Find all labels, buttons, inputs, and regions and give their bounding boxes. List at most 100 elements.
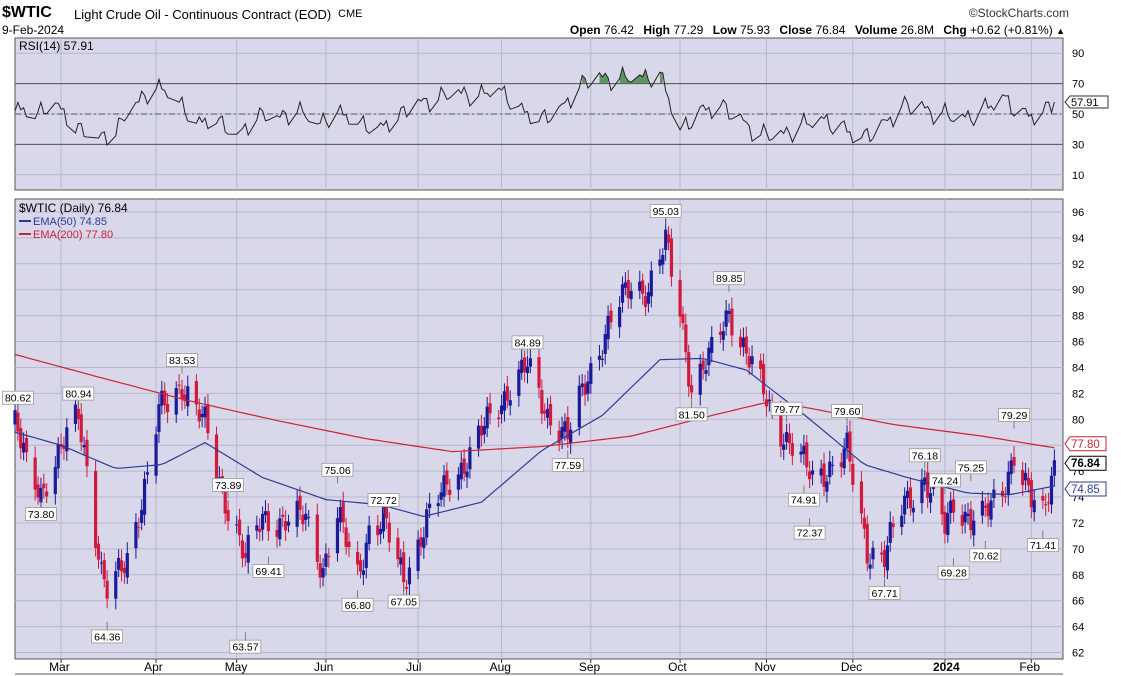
up-candle — [646, 282, 651, 313]
high-label: High — [643, 23, 670, 37]
candle-body — [24, 438, 29, 453]
candle-body — [537, 357, 541, 388]
up-candle — [741, 327, 746, 357]
price-callout: 64.36 — [91, 621, 124, 643]
price-tick-label: 86 — [1072, 337, 1084, 349]
volume-label: Volume — [854, 23, 898, 37]
up-candle — [727, 303, 731, 323]
down-candle — [318, 554, 322, 589]
close-value: 76.84 — [815, 23, 846, 37]
down-candle — [609, 303, 613, 330]
rsi-line — [14, 65, 1055, 147]
candle-body — [459, 462, 463, 480]
callout-label: 74.24 — [932, 475, 958, 487]
price-callout: 80.94 — [62, 386, 95, 408]
down-candle — [880, 541, 884, 563]
down-candle — [298, 486, 302, 520]
up-candle — [649, 261, 653, 308]
down-candle — [839, 452, 843, 478]
down-candle — [744, 326, 748, 365]
candle-body — [367, 525, 371, 544]
candle-body — [318, 563, 322, 578]
up-candle — [65, 418, 69, 461]
down-candle — [566, 406, 570, 449]
up-candle — [364, 533, 368, 579]
rsi-tick-label: 30 — [1072, 139, 1084, 151]
candle-body — [261, 513, 265, 530]
candle-body — [525, 366, 530, 374]
candle-body — [180, 389, 184, 400]
candle-body — [298, 495, 302, 510]
callout-label: 73.80 — [28, 509, 54, 521]
down-candle — [194, 374, 198, 416]
up-candle — [125, 542, 129, 585]
chg-up-arrow-icon: ▲ — [1056, 26, 1065, 36]
up-candle — [278, 508, 282, 547]
up-candle — [1006, 461, 1010, 506]
price-tick-label: 64 — [1072, 622, 1084, 634]
price-callout: 70.62 — [969, 540, 1002, 562]
candle-body — [638, 281, 642, 291]
candle-body — [356, 551, 360, 565]
callout-label: 79.77 — [774, 404, 800, 416]
up-candle — [949, 491, 953, 524]
up-candle — [307, 509, 311, 527]
candle-body — [416, 539, 420, 571]
callout-label: 76.18 — [912, 450, 938, 462]
price-callout: 79.77 — [770, 401, 803, 423]
candle-body — [926, 472, 930, 498]
down-candle — [822, 452, 826, 497]
down-candle — [543, 403, 547, 421]
callout-box — [954, 460, 987, 475]
callout-box — [511, 335, 544, 350]
candle-body — [761, 364, 766, 395]
month-label: Jun — [314, 660, 333, 674]
price-callout: 75.25 — [954, 460, 987, 481]
candle-body — [203, 406, 207, 418]
down-candle — [243, 542, 247, 567]
up-candle — [528, 349, 532, 374]
price-tick-label: 94 — [1072, 233, 1084, 245]
down-candle — [983, 497, 987, 518]
price-callout: 76.18 — [908, 448, 941, 469]
candle-body — [980, 500, 984, 516]
down-candle — [759, 353, 763, 380]
candle-body — [528, 358, 532, 367]
down-candle — [848, 420, 852, 472]
volume-value: 26.8M — [900, 23, 934, 37]
candle-body — [284, 521, 288, 531]
exchange-label: CME — [338, 8, 363, 20]
candle-body — [65, 427, 69, 452]
candle-body — [99, 562, 103, 564]
candle-body — [845, 432, 849, 449]
candle-body — [307, 516, 311, 518]
price-tick-label: 68 — [1072, 570, 1084, 582]
price-tick-label: 66 — [1072, 596, 1084, 608]
down-candle — [1003, 487, 1008, 504]
candle-body — [963, 511, 967, 523]
price-callout: 72.37 — [793, 518, 826, 540]
candle-body — [819, 468, 823, 476]
candle-body — [237, 519, 242, 536]
candle-body — [744, 336, 748, 354]
candle-body — [102, 560, 106, 580]
close-label: Close — [779, 23, 813, 37]
up-candle — [517, 361, 521, 407]
callout-box — [25, 507, 57, 522]
candle-body — [255, 525, 259, 531]
candle-body — [286, 521, 291, 526]
up-candle — [989, 493, 993, 528]
down-candle — [180, 379, 184, 411]
callout-box — [341, 597, 374, 612]
up-candle — [963, 504, 967, 534]
candle-body — [295, 500, 299, 527]
candle-body — [16, 412, 20, 432]
candle-body — [1029, 480, 1033, 508]
candle-body — [767, 399, 771, 402]
callout-label: 75.25 — [958, 462, 984, 474]
candle-body — [520, 359, 524, 373]
down-candle — [943, 505, 947, 544]
price-callout: 67.71 — [868, 578, 901, 600]
down-candle — [1012, 446, 1016, 473]
up-candle — [160, 380, 164, 415]
